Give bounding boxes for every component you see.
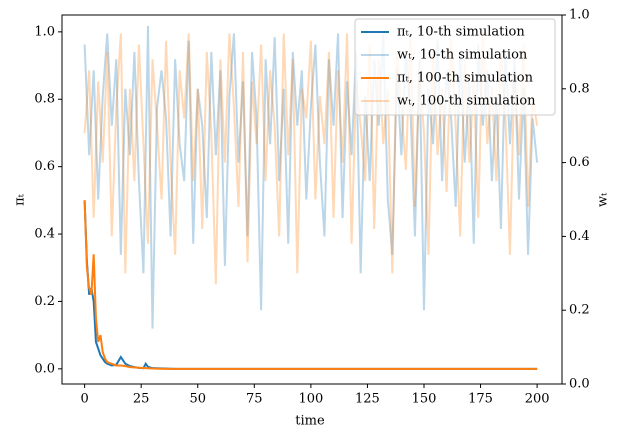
x-axis-label: time xyxy=(295,414,325,429)
y2-tick-label: 0.2 xyxy=(569,303,590,318)
y2-tick-label: 0.4 xyxy=(569,229,590,244)
y2-tick-label: 0.6 xyxy=(569,155,590,170)
x-tick-label: 125 xyxy=(355,392,380,407)
y-tick-label: 0.8 xyxy=(34,92,55,107)
y2-axis-label: wₜ xyxy=(596,192,611,207)
x-tick-label: 100 xyxy=(298,392,323,407)
plot-frame xyxy=(61,14,563,385)
legend-label: wₜ, 10-th simulation xyxy=(397,48,528,63)
series-line xyxy=(83,200,538,370)
y-axis-label: πₜ xyxy=(13,193,28,206)
x-tick-label: 200 xyxy=(525,392,550,407)
x-tick-label: 25 xyxy=(133,392,150,407)
x-tick-label: 150 xyxy=(412,392,437,407)
x-tick-label: 175 xyxy=(468,392,493,407)
y2-tick-label: 0.8 xyxy=(569,81,590,96)
x-tick-label: 50 xyxy=(189,392,206,407)
y2-tick-label: 1.0 xyxy=(569,8,590,23)
y2-tick-label: 0.0 xyxy=(569,377,590,392)
y-tick-label: 1.0 xyxy=(34,24,55,39)
legend-label: wₜ, 100-th simulation xyxy=(397,94,536,109)
y-tick-label: 0.4 xyxy=(34,227,55,242)
legend-label: πₜ, 100-th simulation xyxy=(397,71,534,86)
x-tick-label: 0 xyxy=(80,392,88,407)
x-tick-label: 75 xyxy=(246,392,263,407)
y-tick-label: 0.2 xyxy=(34,294,55,309)
series-line xyxy=(83,33,539,285)
y-tick-label: 0.0 xyxy=(34,361,55,376)
y-tick-label: 0.6 xyxy=(34,159,55,174)
legend-label: πₜ, 10-th simulation xyxy=(397,25,525,40)
legend-box xyxy=(354,18,556,116)
